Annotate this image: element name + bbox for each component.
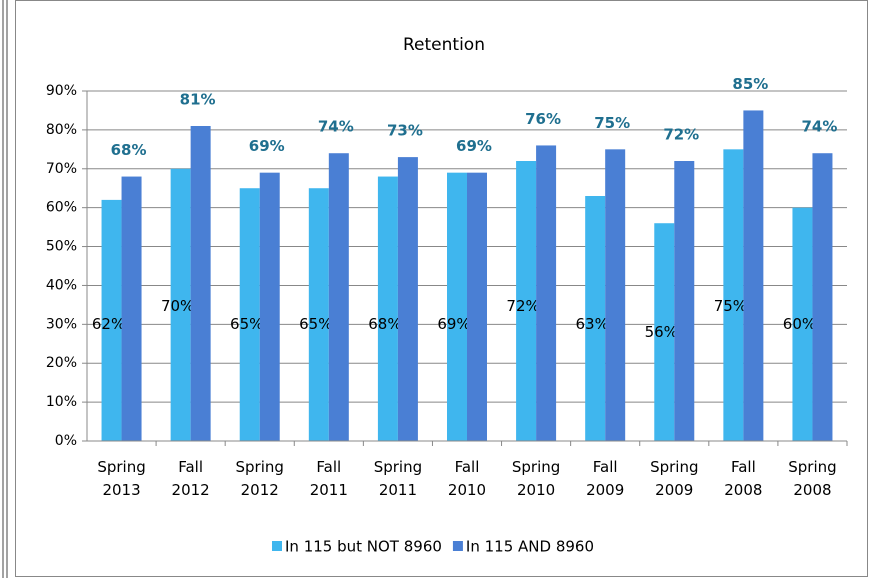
x-tick-label: Spring 2012	[235, 458, 284, 499]
data-label: 85%	[732, 75, 768, 93]
data-label: 62%	[92, 315, 125, 333]
bar	[328, 153, 349, 441]
bar	[723, 149, 744, 442]
chart-title: Retention	[403, 35, 485, 55]
x-tick-label: Fall 2009	[586, 458, 625, 499]
y-tick-label: 20%	[46, 355, 77, 371]
bar	[170, 168, 191, 441]
data-label: 69%	[437, 315, 470, 333]
y-tick-label: 10%	[46, 394, 77, 410]
bar	[308, 188, 329, 441]
data-label: 81%	[180, 91, 216, 109]
bar	[812, 153, 833, 441]
bar	[585, 196, 606, 441]
y-tick-label: 70%	[46, 161, 77, 177]
data-label: 69%	[456, 137, 492, 155]
bar	[536, 145, 557, 441]
bar	[654, 223, 675, 441]
bar	[101, 199, 122, 441]
bar	[397, 157, 418, 441]
bar	[467, 172, 487, 441]
legend-swatch	[272, 541, 282, 551]
y-tick-label: 30%	[46, 316, 77, 332]
data-label: 74%	[318, 118, 354, 136]
legend-label: In 115 AND 8960	[466, 538, 594, 556]
bar	[605, 149, 626, 442]
x-tick-label: Spring 2010	[511, 458, 561, 499]
legend-swatch	[452, 541, 463, 551]
bar	[259, 172, 280, 441]
x-tick-label: Fall 2008	[724, 458, 763, 499]
data-label: 70%	[161, 297, 194, 315]
x-tick-label: Spring 2008	[788, 458, 837, 499]
data-label: 75%	[714, 297, 747, 315]
bar	[190, 126, 211, 441]
data-label: 68%	[368, 315, 401, 333]
data-label: 69%	[249, 137, 285, 155]
bar	[516, 161, 537, 441]
y-tick-label: 40%	[46, 277, 77, 293]
data-label: 56%	[645, 323, 678, 341]
bar	[743, 110, 764, 441]
x-tick-label: Fall 2012	[171, 458, 210, 499]
bar	[674, 161, 695, 441]
y-tick-label: 50%	[46, 239, 77, 255]
y-tick-label: 0%	[55, 433, 77, 449]
x-tick-label: Spring 2013	[97, 458, 146, 499]
data-label: 74%	[802, 118, 838, 136]
data-label: 60%	[783, 315, 816, 333]
data-label: 73%	[387, 122, 423, 140]
y-tick-label: 80%	[46, 122, 77, 138]
bar	[792, 207, 813, 441]
y-tick-label: 60%	[46, 200, 77, 216]
data-label: 72%	[663, 126, 699, 144]
data-label: 65%	[299, 315, 332, 333]
data-label: 76%	[525, 110, 561, 128]
x-tick-label: Spring 2009	[650, 458, 699, 499]
data-label: 72%	[506, 297, 539, 315]
chart-border	[15, 0, 868, 577]
bar	[239, 188, 260, 441]
bar	[377, 176, 398, 442]
x-tick-label: Fall 2011	[309, 458, 348, 499]
bar	[121, 176, 142, 442]
legend-label: In 115 but NOT 8960	[285, 538, 442, 556]
data-label: 68%	[111, 141, 147, 159]
data-label: 75%	[594, 114, 630, 132]
data-label: 63%	[576, 315, 609, 333]
y-tick-label: 90%	[46, 83, 77, 99]
bar	[447, 172, 467, 441]
data-label: 65%	[230, 315, 263, 333]
x-tick-label: Spring 2011	[373, 458, 423, 499]
x-tick-label: Fall 2010	[447, 458, 487, 499]
